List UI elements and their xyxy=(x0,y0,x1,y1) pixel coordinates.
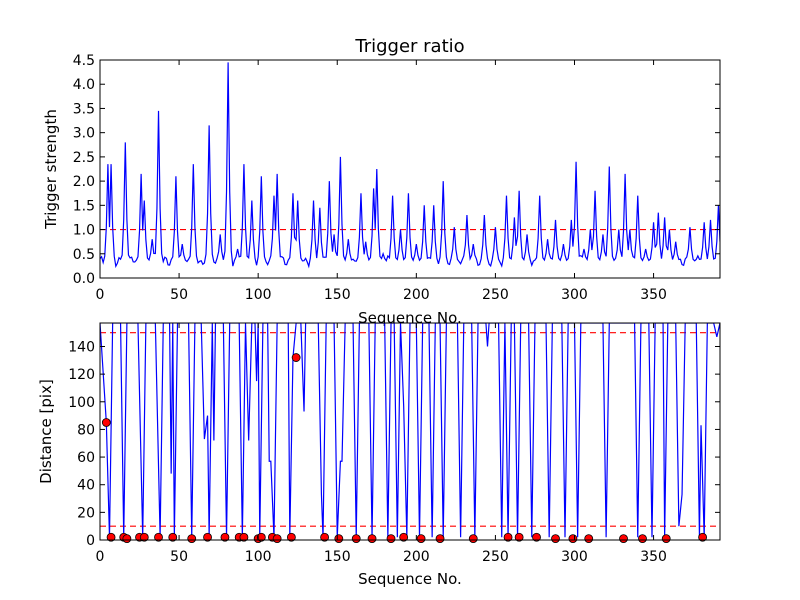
y-tick-label: 2.5 xyxy=(73,150,95,166)
distance-marker xyxy=(168,532,178,542)
distance-marker xyxy=(320,532,329,542)
y-tick-label: 0.5 xyxy=(73,247,95,263)
distance-marker xyxy=(367,534,377,544)
x-tick-label: 50 xyxy=(170,287,188,303)
axes-frame xyxy=(99,322,721,541)
distance-marker xyxy=(468,534,478,544)
x-tick-label: 300 xyxy=(561,287,588,303)
x-tick-label: 250 xyxy=(482,549,509,565)
x-tick-label: 200 xyxy=(403,549,430,565)
x-tick-label: 150 xyxy=(324,549,351,565)
distance-marker xyxy=(638,534,647,544)
distance-marker xyxy=(551,534,560,544)
distance-marker xyxy=(272,534,282,544)
distance-marker xyxy=(220,532,230,542)
y-axis-label: Distance [pix] xyxy=(37,379,55,484)
distance-marker xyxy=(106,532,116,542)
distance-marker xyxy=(122,534,132,544)
distance-marker xyxy=(139,532,149,542)
distance-marker xyxy=(239,532,249,542)
x-tick-label: 0 xyxy=(96,287,105,303)
y-tick-label: 140 xyxy=(68,339,95,355)
y-tick-label: 1.0 xyxy=(73,223,95,239)
y-axis-label: Trigger strength xyxy=(42,109,60,230)
x-tick-label: 0 xyxy=(96,549,105,565)
distance-marker xyxy=(256,532,266,542)
distance-marker xyxy=(101,418,111,427)
y-tick-label: 4.5 xyxy=(73,53,95,69)
y-tick-label: 2.0 xyxy=(73,174,95,190)
x-tick-label: 300 xyxy=(561,549,588,565)
panel-trigger-ratio: Trigger ratio Sequence No. Trigger stren… xyxy=(42,36,721,327)
trigger-strength-line xyxy=(100,62,720,269)
y-tick-label: 60 xyxy=(77,450,95,466)
y-tick-label: 100 xyxy=(68,395,95,411)
distance-marker xyxy=(661,534,671,544)
chart-title: Trigger ratio xyxy=(354,36,464,57)
x-tick-label: 250 xyxy=(482,287,509,303)
y-tick-label: 0.0 xyxy=(73,271,95,287)
distance-marker xyxy=(334,534,344,544)
x-tick-label: 100 xyxy=(245,549,272,565)
x-tick-label: 100 xyxy=(245,287,272,303)
x-tick-label: 200 xyxy=(403,287,430,303)
distance-marker xyxy=(399,532,409,542)
distance-marker xyxy=(619,534,628,544)
y-tick-label: 4.0 xyxy=(73,77,95,93)
y-tick-label: 40 xyxy=(77,478,95,494)
y-tick-label: 80 xyxy=(77,422,95,438)
distance-marker xyxy=(203,532,212,542)
distance-marker xyxy=(584,534,594,544)
plot-area xyxy=(100,62,720,269)
distance-marker xyxy=(532,532,541,542)
distance-marker xyxy=(514,532,524,542)
x-tick-label: 350 xyxy=(640,549,667,565)
distance-marker xyxy=(416,534,426,544)
distance-marker xyxy=(503,532,513,542)
distance-marker xyxy=(154,532,163,542)
distance-marker xyxy=(291,353,301,362)
axes-frame xyxy=(99,59,721,279)
distance-marker xyxy=(568,534,578,544)
distance-marker xyxy=(698,532,708,542)
y-tick-label: 3.0 xyxy=(73,126,95,142)
y-tick-label: 3.5 xyxy=(73,101,95,117)
distance-marker xyxy=(187,534,197,544)
x-tick-label: 150 xyxy=(324,287,351,303)
x-tick-label: 350 xyxy=(640,287,667,303)
distance-marker xyxy=(286,532,296,542)
y-tick-label: 120 xyxy=(68,367,95,383)
y-tick-label: 1.5 xyxy=(73,198,95,214)
x-axis-label: Sequence No. xyxy=(358,570,462,588)
panel-distance: Sequence No. Distance [pix] 0 50 100 150 200… xyxy=(37,322,721,588)
y-tick-label: 20 xyxy=(77,505,95,521)
x-tick-label: 50 xyxy=(170,549,188,565)
distance-marker xyxy=(386,534,396,544)
distance-marker xyxy=(435,534,445,544)
distance-marker xyxy=(351,534,361,544)
y-tick-label: 0 xyxy=(86,533,95,549)
